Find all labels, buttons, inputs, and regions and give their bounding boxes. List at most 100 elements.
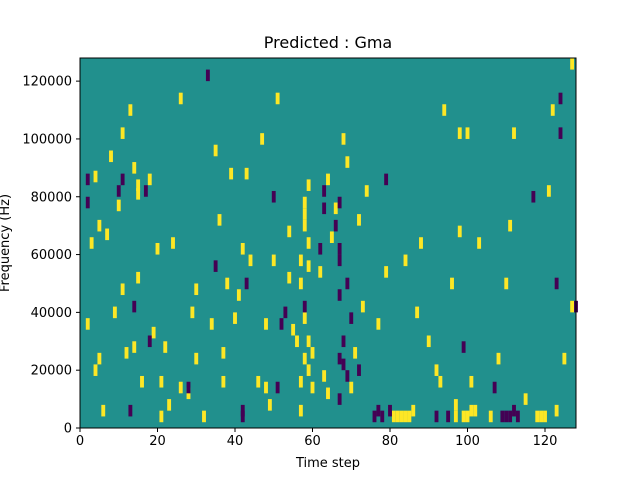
heatmap-cell-high xyxy=(97,352,102,365)
heatmap-cell-high xyxy=(128,104,133,116)
heatmap-cell-high xyxy=(298,404,303,417)
heatmap-cell-high xyxy=(345,156,350,168)
heatmap-cell-high xyxy=(136,179,141,191)
chart-title: Predicted : Gma xyxy=(264,33,392,52)
heatmap-cell-high xyxy=(97,219,102,232)
x-tick-label: 0 xyxy=(76,434,84,449)
heatmap-cell-low xyxy=(120,173,125,186)
plot-area xyxy=(79,57,578,429)
heatmap-cell-high xyxy=(535,410,540,423)
heatmap-cell-low xyxy=(337,196,342,209)
heatmap-cell-high xyxy=(302,219,307,232)
heatmap-cell-low xyxy=(380,410,385,423)
heatmap-cell-low xyxy=(333,219,338,232)
heatmap-cell-high xyxy=(453,410,458,423)
heatmap-cell-high xyxy=(124,347,129,359)
y-tick-label: 0 xyxy=(64,422,72,437)
heatmap-cell-low xyxy=(186,381,191,394)
heatmap-cell-high xyxy=(264,381,268,394)
heatmap-cell-low xyxy=(376,404,381,417)
heatmap-cell-high xyxy=(213,144,218,157)
heatmap-cell-high xyxy=(229,167,234,180)
heatmap-cell-high xyxy=(302,208,307,220)
heatmap-cell-high xyxy=(116,199,121,212)
heatmap-cell-low xyxy=(85,196,90,209)
heatmap-cell-high xyxy=(411,404,416,417)
heatmap-cell-high xyxy=(333,202,338,215)
heatmap-cell-low xyxy=(283,306,288,319)
heatmap-cell-low xyxy=(279,318,284,330)
heatmap-cell-high xyxy=(298,277,303,290)
heatmap-cell-high xyxy=(442,104,447,116)
heatmap-cell-high xyxy=(120,283,125,296)
y-tick-label: 80000 xyxy=(31,190,72,205)
heatmap-cell-low xyxy=(302,300,307,313)
heatmap-cell-high xyxy=(364,185,369,197)
heatmap-cell-high xyxy=(562,352,567,365)
plot-background xyxy=(80,58,576,428)
x-tick-label: 60 xyxy=(304,434,321,449)
heatmap-cell-high xyxy=(287,225,292,238)
y-axis-label: Frequency (Hz) xyxy=(0,194,13,292)
heatmap-cell-high xyxy=(543,410,547,423)
heatmap-cell-low xyxy=(384,173,389,186)
heatmap-cell-high xyxy=(109,150,113,163)
heatmap-cell-high xyxy=(302,312,307,324)
plot-frame xyxy=(79,57,577,429)
y-tick-label: 60000 xyxy=(31,248,72,263)
heatmap-cell-high xyxy=(295,335,299,348)
heatmap-cell-high xyxy=(403,254,408,267)
y-tick-label: 40000 xyxy=(31,306,72,321)
heatmap-cell-low xyxy=(341,358,346,371)
heatmap-cell-high xyxy=(271,254,276,267)
heatmap-cell-high xyxy=(329,231,334,243)
heatmap-cell-high xyxy=(523,393,528,405)
heatmap-cell-high xyxy=(438,375,443,388)
heatmap-cell-low xyxy=(337,243,342,255)
heatmap-cells xyxy=(85,58,578,423)
heatmap-cell-high xyxy=(395,410,400,423)
heatmap-cell-high xyxy=(178,381,183,394)
heatmap-cell-high xyxy=(248,254,253,267)
heatmap-cell-high xyxy=(469,375,474,388)
x-tick-label: 80 xyxy=(382,434,399,449)
heatmap-cell-high xyxy=(93,364,98,376)
heatmap-cell-high xyxy=(163,341,168,353)
heatmap-cell-high xyxy=(341,133,346,145)
heatmap-cell-low xyxy=(558,127,563,139)
heatmap-cell-high xyxy=(403,410,408,423)
heatmap-cell-high xyxy=(426,335,431,348)
heatmap-cell-high xyxy=(310,381,315,394)
heatmap-cell-high xyxy=(105,228,110,241)
heatmap-cell-high xyxy=(132,162,137,174)
heatmap-cell-high xyxy=(178,92,183,105)
heatmap-cell-high xyxy=(391,410,396,423)
heatmap-cell-high xyxy=(450,277,454,290)
heatmap-cell-high xyxy=(326,387,330,400)
heatmap-cell-low xyxy=(244,277,249,290)
heatmap-cell-low xyxy=(132,300,137,313)
x-tick-label: 100 xyxy=(455,434,480,449)
heatmap-cell-high xyxy=(298,375,303,388)
heatmap-cell-high xyxy=(504,277,509,290)
heatmap-cell-high xyxy=(132,341,137,353)
heatmap-cell-low xyxy=(322,202,327,215)
heatmap-cell-high xyxy=(419,237,423,249)
heatmap-cell-low xyxy=(337,393,342,405)
heatmap-cell-high xyxy=(473,404,478,417)
heatmap-cell-high xyxy=(310,347,315,359)
heatmap-cell-high xyxy=(546,185,551,197)
heatmap-cell-high xyxy=(194,352,199,365)
heatmap-cell-high xyxy=(136,271,141,284)
heatmap-cell-high xyxy=(101,404,106,417)
heatmap-cell-high xyxy=(291,323,296,336)
heatmap-cell-high xyxy=(151,326,156,339)
x-axis: 0 20 40 60 80 100 120 xyxy=(76,428,557,449)
heatmap-cell-high xyxy=(496,352,501,365)
heatmap-cell-high xyxy=(477,237,482,249)
heatmap-cell-high xyxy=(136,188,141,200)
heatmap-cell-high xyxy=(93,170,98,183)
heatmap-cell-high xyxy=(167,399,172,411)
heatmap-cell-low xyxy=(434,410,439,423)
heatmap-cell-high xyxy=(376,318,381,330)
